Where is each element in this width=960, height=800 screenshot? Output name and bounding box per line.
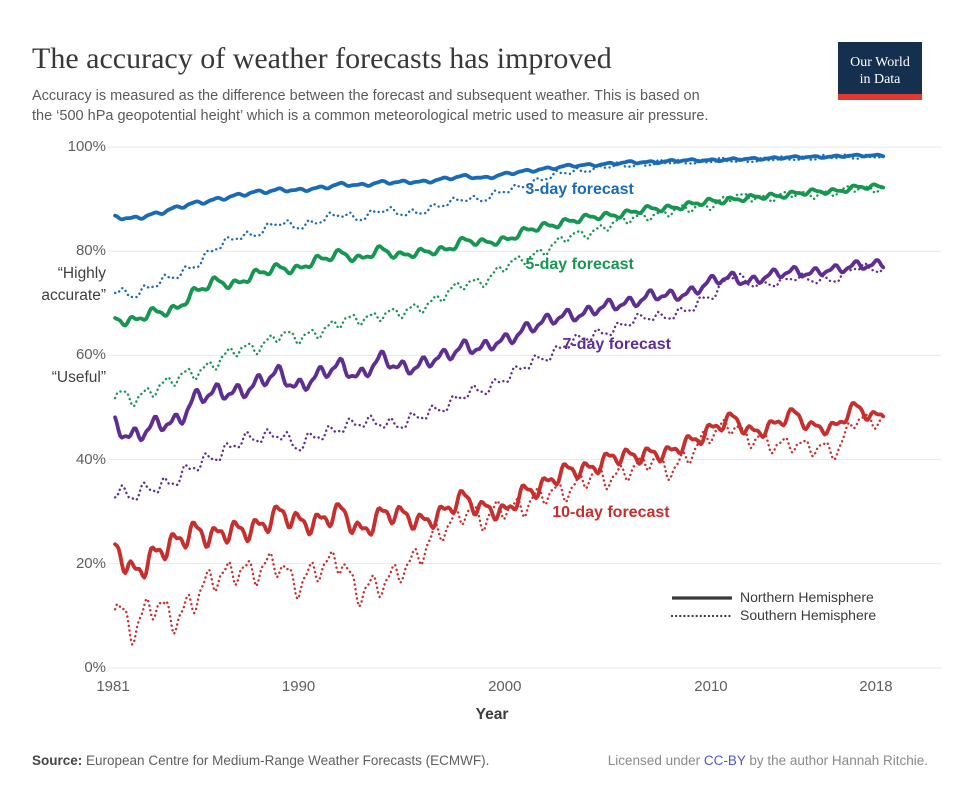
source-label: Source: (32, 753, 83, 768)
x-tick-label-1990: 1990 (281, 678, 316, 695)
series-label-3-day-forecast: 3-day forecast (525, 181, 634, 199)
series-line-3day-sh (113, 153, 885, 299)
y-axis-annotation-60-0: “Useful” (51, 369, 106, 387)
y-tick-label-20: 20% (75, 554, 106, 572)
page-title: The accuracy of weather forecasts has im… (32, 42, 612, 75)
y-tick-label-0: 0% (84, 659, 106, 676)
series-line-3day-nh (113, 152, 886, 222)
source-text: European Centre for Medium-Range Weather… (82, 753, 490, 768)
series-line-5day-sh (113, 184, 885, 408)
license-suffix: by the author Hannah Ritchie. (745, 753, 928, 768)
x-tick-label-1981: 1981 (96, 678, 130, 695)
y-tick-label-80: 80% (75, 242, 106, 260)
series-line-10day-nh (113, 400, 886, 580)
owid-logo-line-1: Our World (850, 55, 910, 70)
license-prefix: Licensed under (607, 753, 704, 768)
y-axis-annotation-80-0: “Highly (57, 265, 106, 283)
owid-logo-red-bar (838, 94, 922, 100)
series-line-10day-sh (113, 412, 885, 646)
x-axis-title: Year (475, 706, 509, 723)
owid-logo[interactable]: Our World in Data (838, 42, 922, 100)
series-label-7-day-forecast: 7-day forecast (562, 335, 672, 353)
license-note: Licensed under CC-BY by the author Hanna… (608, 753, 928, 768)
y-tick-label-100: 100% (67, 138, 106, 155)
legend-label-southern-hemisphere: Southern Hemisphere (740, 607, 877, 623)
series-label-5-day-forecast: 5-day forecast (525, 256, 634, 274)
page-subtitle-line-2: the ‘500 hPa geopotential height’ which … (32, 108, 709, 124)
x-tick-label-2010: 2010 (694, 678, 728, 695)
series-label-10-day-forecast: 10-day forecast (552, 503, 670, 521)
series-line-5day-nh (113, 182, 886, 328)
source-note: Source: European Centre for Medium-Range… (32, 753, 489, 768)
y-axis-annotation-80-1: accurate” (41, 287, 106, 305)
page-subtitle-line-1: Accuracy is measured as the difference b… (32, 88, 700, 104)
series-line-7day-nh (113, 258, 886, 443)
x-tick-label-2000: 2000 (488, 678, 522, 695)
x-tick-label-2018: 2018 (859, 678, 893, 695)
y-tick-label-40: 40% (75, 450, 106, 468)
y-tick-label-60: 60% (75, 346, 106, 364)
legend-label-northern-hemisphere: Northern Hemisphere (740, 589, 874, 605)
owid-logo-line-2: in Data (859, 72, 901, 87)
cc-by-link[interactable]: CC-BY (703, 753, 746, 768)
series-line-7day-sh (113, 262, 885, 502)
